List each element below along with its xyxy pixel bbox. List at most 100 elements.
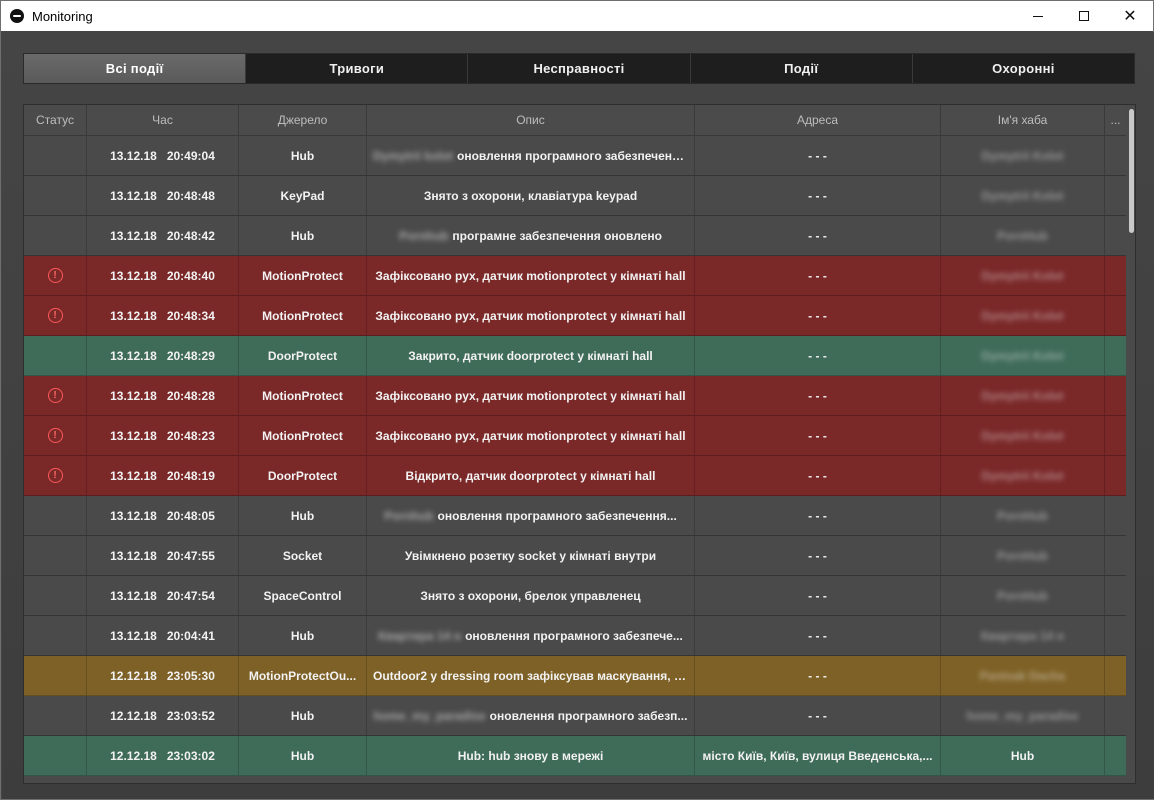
minimize-button[interactable] <box>1015 1 1061 31</box>
event-address: - - - <box>808 268 827 283</box>
table-row[interactable]: ! 13.12.18 20:48:34 MotionProtect Зафіксован… <box>24 296 1127 336</box>
event-date: 13.12.18 <box>110 268 157 283</box>
address-cell: - - - <box>695 336 941 375</box>
table-row[interactable]: 13.12.18 20:47:54 SpaceControl Знято з охор… <box>24 576 1127 616</box>
event-description: Увімкнено розетку socket у кімнаті внутр… <box>404 548 657 563</box>
time-cell: 13.12.18 20:48:05 <box>87 496 239 535</box>
extra-cell <box>1105 376 1127 415</box>
window-title: Monitoring <box>32 8 93 24</box>
extra-cell <box>1105 136 1127 175</box>
table-row[interactable]: 13.12.18 20:49:04 Hub Dymytrii kolot оновлен… <box>24 136 1127 176</box>
hub-name: Dymytrii Kolot <box>981 468 1064 483</box>
redacted-hub-name: Dymytrii kolot <box>373 148 454 163</box>
address-cell: - - - <box>695 416 941 455</box>
tab-4[interactable]: Охоронні <box>912 54 1135 83</box>
column-header-4[interactable]: Адреса <box>695 105 941 135</box>
table-row[interactable]: 13.12.18 20:48:29 DoorProtect Закрито, датч… <box>24 336 1127 376</box>
time-cell: 13.12.18 20:48:23 <box>87 416 239 455</box>
source-cell: Hub <box>239 216 367 255</box>
tab-2[interactable]: Несправності <box>468 54 691 83</box>
table-body: 13.12.18 20:49:04 Hub Dymytrii kolot оновлен… <box>24 136 1127 776</box>
address-cell: - - - <box>695 496 941 535</box>
scrollbar-thumb[interactable] <box>1129 109 1134 233</box>
table-row[interactable]: 12.12.18 23:05:30 MotionProtectOu... Outdoo… <box>24 656 1127 696</box>
status-cell <box>24 616 87 655</box>
time-cell: 12.12.18 23:05:30 <box>87 656 239 695</box>
event-description: оновлення програмного забезпеченн... <box>457 148 688 163</box>
table-row[interactable]: 13.12.18 20:47:55 Socket Увімкнено розетку … <box>24 536 1127 576</box>
table-row[interactable]: 13.12.18 20:04:41 Hub Квартира 14 н оновленн… <box>24 616 1127 656</box>
extra-cell <box>1105 736 1127 775</box>
event-address: - - - <box>808 308 827 323</box>
table-row[interactable]: ! 13.12.18 20:48:19 DoorProtect Відкрито, да… <box>24 456 1127 496</box>
hub-name-cell: PornHub <box>941 576 1105 615</box>
description-cell: Увімкнено розетку socket у кімнаті внутр… <box>367 536 695 575</box>
event-source: SpaceControl <box>263 588 342 603</box>
alarm-icon: ! <box>47 268 63 283</box>
source-cell: Hub <box>239 736 367 775</box>
table-row[interactable]: 13.12.18 20:48:48 KeyPad Знято з охорони, к… <box>24 176 1127 216</box>
event-address: - - - <box>808 348 827 363</box>
hub-name-cell: Hub <box>941 736 1105 775</box>
redacted-hub-name: Pornhub <box>399 228 449 243</box>
event-time: 20:49:04 <box>166 148 215 163</box>
tab-0[interactable]: Всі події <box>24 54 247 83</box>
status-cell: ! <box>24 256 87 295</box>
table-row[interactable]: ! 13.12.18 20:48:28 MotionProtect Зафіксован… <box>24 376 1127 416</box>
time-cell: 13.12.18 20:04:41 <box>87 616 239 655</box>
vertical-scrollbar[interactable] <box>1126 105 1135 783</box>
event-time: 20:48:48 <box>166 188 215 203</box>
address-cell: - - - <box>695 296 941 335</box>
filter-tabs: Всі події Тривоги Несправності Події Охоронн… <box>23 53 1135 84</box>
event-address: місто Київ, Київ, вулиця Введенська,... <box>702 748 933 763</box>
status-cell <box>24 216 87 255</box>
alarm-icon: ! <box>47 388 63 403</box>
maximize-button[interactable] <box>1061 1 1107 31</box>
address-cell: - - - <box>695 216 941 255</box>
column-header-5[interactable]: Ім'я хаба <box>941 105 1105 135</box>
status-cell: ! <box>24 376 87 415</box>
status-cell <box>24 176 87 215</box>
event-source: Hub <box>290 628 315 643</box>
status-cell: ! <box>24 456 87 495</box>
description-cell: Знято з охорони, брелок управленец <box>367 576 695 615</box>
column-header-0[interactable]: Статус <box>24 105 87 135</box>
event-address: - - - <box>808 628 827 643</box>
status-cell <box>24 496 87 535</box>
hub-name: Hub <box>1010 748 1035 763</box>
extra-cell <box>1105 616 1127 655</box>
address-cell: - - - <box>695 136 941 175</box>
alarm-icon: ! <box>47 428 63 443</box>
time-cell: 13.12.18 20:47:55 <box>87 536 239 575</box>
tab-1[interactable]: Тривоги <box>246 54 469 83</box>
table-row[interactable]: ! 13.12.18 20:48:40 MotionProtect Зафіксован… <box>24 256 1127 296</box>
event-description: Зафіксовано рух, датчик motionprotect у … <box>375 308 686 323</box>
table-row[interactable]: 13.12.18 20:48:05 Hub Pornhub оновлення прог… <box>24 496 1127 536</box>
hub-name: PornHub <box>997 548 1048 563</box>
description-cell: Зафіксовано рух, датчик motionprotect у … <box>367 416 695 455</box>
source-cell: KeyPad <box>239 176 367 215</box>
close-button[interactable]: ✕ <box>1107 1 1153 31</box>
column-header-1[interactable]: Час <box>87 105 239 135</box>
description-cell: Dymytrii kolot оновлення програмного забе… <box>367 136 695 175</box>
tab-3[interactable]: Події <box>690 54 913 83</box>
column-header-2[interactable]: Джерело <box>239 105 367 135</box>
table-row[interactable]: ! 13.12.18 20:48:23 MotionProtect Зафіксован… <box>24 416 1127 456</box>
extra-cell <box>1105 696 1127 735</box>
event-date: 13.12.18 <box>110 468 157 483</box>
time-cell: 13.12.18 20:48:40 <box>87 256 239 295</box>
event-source: MotionProtect <box>262 388 343 403</box>
event-time: 20:47:54 <box>166 588 215 603</box>
column-header-3[interactable]: Опис <box>367 105 695 135</box>
event-time: 20:48:28 <box>166 388 215 403</box>
column-header-6[interactable]: ... <box>1105 105 1127 135</box>
status-cell <box>24 656 87 695</box>
event-date: 12.12.18 <box>110 708 157 723</box>
table-row[interactable]: 13.12.18 20:48:42 Hub Pornhub програмне забе… <box>24 216 1127 256</box>
source-cell: MotionProtect <box>239 296 367 335</box>
event-date: 12.12.18 <box>110 668 157 683</box>
table-row[interactable]: 12.12.18 23:03:52 Hub home_my_paradise оновл… <box>24 696 1127 736</box>
table-row[interactable]: 12.12.18 23:03:02 Hub Hub: hub знову в мере… <box>24 736 1127 776</box>
hub-name: home_my_paradise <box>966 708 1079 723</box>
status-cell <box>24 696 87 735</box>
